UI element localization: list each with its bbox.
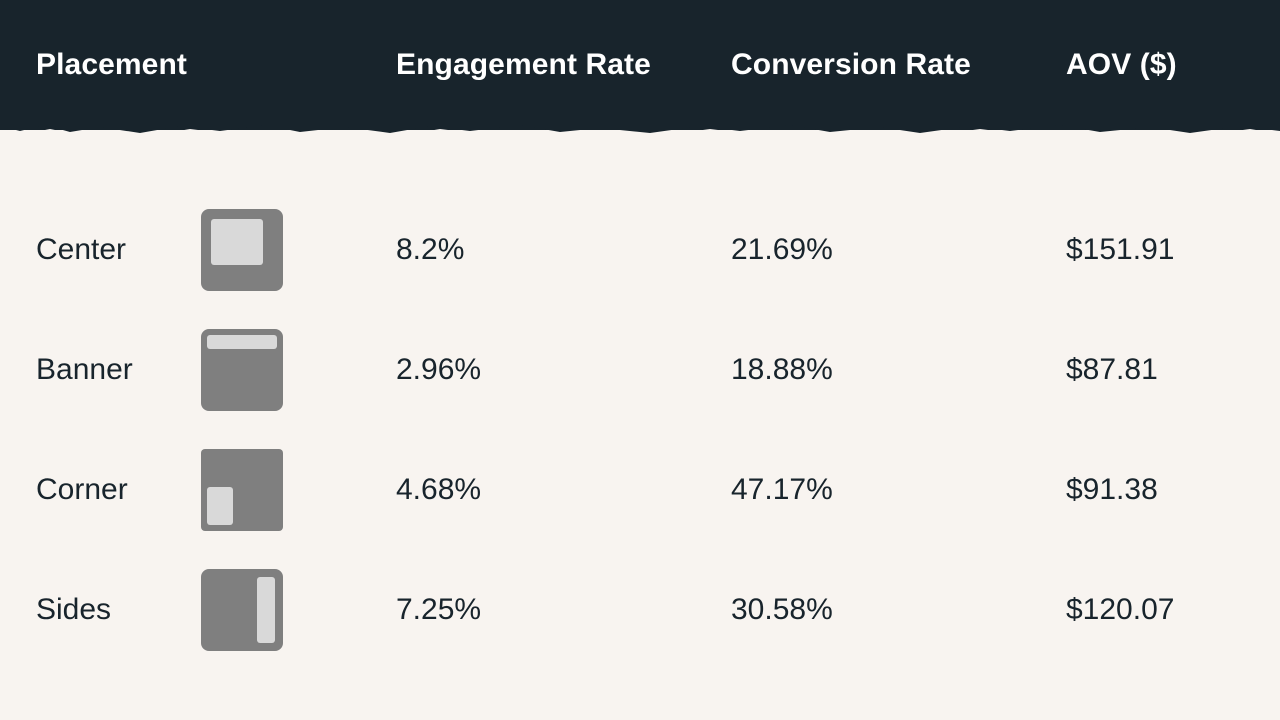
- table-row: Center 8.2% 21.69% $151.91: [36, 190, 1244, 310]
- placement-label: Banner: [36, 353, 201, 387]
- engagement-value: 2.96%: [396, 353, 731, 387]
- col-placement: Placement: [36, 48, 396, 82]
- placement-icon-wrap: [201, 569, 396, 651]
- conversion-value: 30.58%: [731, 593, 1066, 627]
- placement-banner-icon: [201, 329, 283, 411]
- placement-icon-wrap: [201, 209, 396, 291]
- aov-value: $87.81: [1066, 353, 1244, 387]
- table-row: Corner 4.68% 47.17% $91.38: [36, 430, 1244, 550]
- col-conversion: Conversion Rate: [731, 48, 1066, 82]
- placement-label: Center: [36, 233, 201, 267]
- table-header: Placement Engagement Rate Conversion Rat…: [0, 0, 1280, 130]
- placement-icon-wrap: [201, 449, 396, 531]
- col-aov: AOV ($): [1066, 48, 1244, 82]
- placement-center-icon: [201, 209, 283, 291]
- engagement-value: 8.2%: [396, 233, 731, 267]
- aov-value: $151.91: [1066, 233, 1244, 267]
- table-body: Center 8.2% 21.69% $151.91 Banner 2.96% …: [0, 130, 1280, 670]
- col-engagement: Engagement Rate: [396, 48, 731, 82]
- placement-label: Sides: [36, 593, 201, 627]
- conversion-value: 21.69%: [731, 233, 1066, 267]
- placement-label: Corner: [36, 473, 201, 507]
- engagement-value: 7.25%: [396, 593, 731, 627]
- conversion-value: 18.88%: [731, 353, 1066, 387]
- table-row: Banner 2.96% 18.88% $87.81: [36, 310, 1244, 430]
- aov-value: $120.07: [1066, 593, 1244, 627]
- engagement-value: 4.68%: [396, 473, 731, 507]
- table-row: Sides 7.25% 30.58% $120.07: [36, 550, 1244, 670]
- placement-sides-icon: [201, 569, 283, 651]
- aov-value: $91.38: [1066, 473, 1244, 507]
- conversion-value: 47.17%: [731, 473, 1066, 507]
- placement-corner-icon: [201, 449, 283, 531]
- placement-icon-wrap: [201, 329, 396, 411]
